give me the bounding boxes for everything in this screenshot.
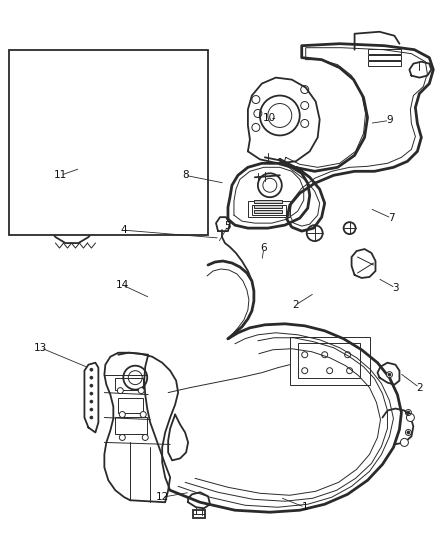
Bar [367, 61, 401, 66]
Bar [290, 337, 370, 385]
Circle shape [90, 392, 93, 395]
Circle shape [140, 411, 146, 417]
Text: 2: 2 [416, 383, 423, 393]
Text: 14: 14 [116, 280, 129, 290]
Text: 7: 7 [388, 213, 395, 223]
Text: 6: 6 [261, 243, 267, 253]
Bar [298, 343, 360, 378]
Circle shape [407, 411, 410, 414]
Bar [254, 210, 282, 213]
Circle shape [90, 384, 93, 387]
Bar [9, 50, 208, 235]
Circle shape [388, 373, 391, 376]
Circle shape [400, 439, 408, 447]
Bar [14, 177, 25, 191]
Circle shape [138, 387, 144, 393]
Circle shape [386, 372, 392, 378]
Bar [115, 378, 143, 390]
Circle shape [90, 376, 93, 379]
Text: 1: 1 [301, 502, 308, 512]
Bar [252, 205, 286, 215]
Bar [118, 398, 143, 413]
Circle shape [406, 414, 414, 422]
Text: 5: 5 [225, 221, 231, 231]
Circle shape [142, 434, 148, 440]
Text: 9: 9 [386, 116, 393, 125]
Text: 10: 10 [263, 114, 276, 124]
Text: 13: 13 [34, 343, 47, 353]
Circle shape [117, 387, 124, 393]
Circle shape [90, 368, 93, 371]
Circle shape [90, 408, 93, 411]
Circle shape [119, 411, 125, 417]
Text: 8: 8 [182, 170, 188, 180]
Bar [248, 201, 290, 217]
Circle shape [407, 431, 410, 434]
Text: 3: 3 [392, 283, 399, 293]
Bar [115, 416, 147, 434]
Text: 11: 11 [54, 170, 67, 180]
Bar [254, 200, 282, 203]
Bar [254, 205, 282, 208]
Circle shape [90, 416, 93, 419]
Bar [367, 55, 401, 60]
Bar [367, 49, 401, 54]
Text: 4: 4 [120, 225, 127, 235]
Bar [193, 510, 205, 518]
Text: 12: 12 [155, 492, 169, 502]
Text: 2: 2 [293, 300, 299, 310]
Circle shape [90, 400, 93, 403]
Circle shape [119, 434, 125, 440]
